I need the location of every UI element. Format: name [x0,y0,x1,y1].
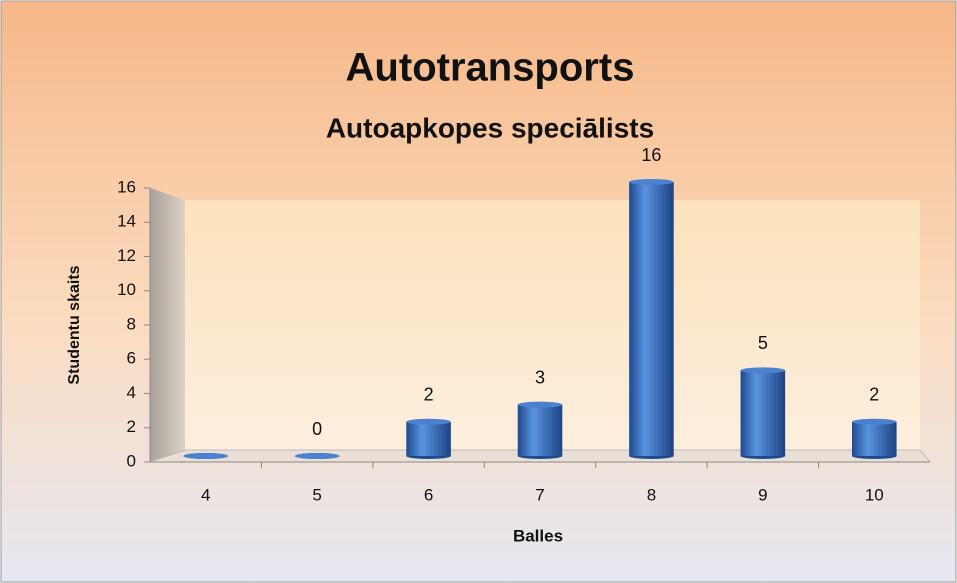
y-tick-label: 2 [127,417,136,436]
y-tick-label: 8 [127,314,136,333]
data-label: 0 [312,419,322,439]
bar-top [629,179,674,185]
y-tick-label: 16 [117,177,136,196]
bar [406,421,451,456]
bar [629,182,674,456]
bar [852,421,897,456]
y-tick-label: 12 [117,246,136,265]
data-label: 3 [535,367,545,387]
x-tick-label: 8 [647,485,656,504]
x-tick-label: 7 [535,485,544,504]
bar [740,370,786,456]
bar-top [852,418,897,425]
x-tick-label: 6 [424,485,433,504]
bar-top [406,418,451,425]
data-label: 16 [641,145,661,165]
data-label: 2 [424,385,434,405]
x-tick-label: 4 [201,485,210,504]
x-axis-label: Balles [513,526,563,545]
x-tick-label: 9 [758,485,767,504]
data-label: 5 [758,333,768,353]
y-tick-label: 6 [127,349,136,368]
bar-top [740,367,786,374]
x-tick-label: 5 [312,485,321,504]
bar-top [294,453,340,459]
bar-top [183,453,228,459]
x-tick-label: 10 [865,485,884,504]
bar [517,404,563,456]
back-wall [185,200,920,450]
y-tick-label: 10 [117,280,136,299]
chart-title: Autotransports [346,46,635,90]
y-tick-label: 0 [127,451,136,470]
y-tick-label: 4 [127,383,136,402]
chart-subtitle: Autoapkopes speciālists [326,112,654,143]
y-tick-label: 14 [117,212,136,231]
data-label: 2 [869,385,879,405]
y-axis-label: Studentu skaits [66,265,83,384]
bar-top [517,401,563,408]
side-wall [150,188,185,462]
